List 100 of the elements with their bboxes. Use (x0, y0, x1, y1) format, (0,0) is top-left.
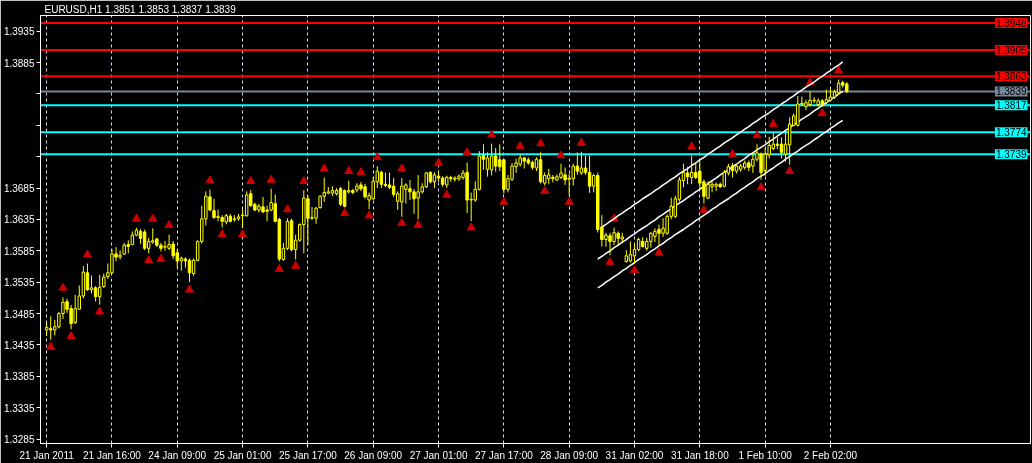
y-tick-label: 1.3385 (3, 371, 35, 383)
candlestick (489, 143, 494, 176)
x-tick-label: 24 Jan 09:00 (148, 449, 207, 461)
ref-line-label: 1.3839 (995, 86, 1027, 98)
point (654, 247, 664, 256)
candlestick (416, 175, 420, 220)
x-tick-label: 27 Jan 17:00 (474, 449, 534, 461)
candlestick (436, 170, 441, 182)
y-tick-label: 1.3535 (3, 277, 35, 289)
candlestick (400, 178, 404, 217)
candlestick (457, 174, 461, 182)
ref-line-label: 1.3817 (995, 100, 1027, 112)
candlestick (453, 176, 457, 182)
ref-line-label: 1.3739 (995, 149, 1027, 161)
candlestick (89, 275, 94, 294)
candlestick (808, 91, 812, 107)
y-tick-label: 1.3635 (3, 214, 35, 226)
candlestick (551, 175, 555, 183)
candlestick (608, 232, 612, 256)
y-tick-label: 1.3585 (3, 245, 35, 257)
candlestick (306, 195, 310, 246)
point (413, 219, 423, 228)
y-tick-label: 1.3335 (3, 402, 35, 414)
point (752, 130, 762, 139)
y-tick-label: 1.3285 (3, 434, 35, 446)
point (817, 108, 827, 117)
point (699, 204, 709, 213)
ref-line-label: 1.3774 (995, 127, 1027, 139)
candlestick (714, 182, 718, 192)
point (148, 213, 158, 222)
x-tick-label: 26 Jan 09:00 (344, 449, 403, 461)
candlestick (579, 151, 584, 175)
point (266, 174, 276, 183)
y-tick-label: 1.3485 (3, 308, 35, 320)
point (364, 210, 374, 219)
point (434, 157, 444, 166)
y-tick-label: 1.3435 (3, 339, 35, 351)
point (131, 213, 141, 222)
point (540, 186, 550, 195)
candlestick (587, 155, 592, 193)
point (238, 229, 248, 238)
point (768, 118, 778, 127)
candlestick (355, 183, 359, 193)
point (462, 147, 472, 156)
point (46, 341, 56, 350)
point (487, 129, 497, 138)
x-tick-label: 28 Jan 09:00 (540, 449, 599, 461)
candlestick (493, 148, 498, 172)
candlestick (575, 152, 580, 175)
point (727, 149, 737, 157)
chart-title: EURUSD,H1 1.3851 1.3853 1.3837 1.3839 (44, 3, 237, 15)
y-tick-label: 1.3885 (3, 57, 35, 69)
candlestick (653, 228, 657, 242)
point (499, 196, 509, 205)
point (515, 140, 525, 149)
point (397, 218, 407, 227)
x-tick-label: 21 Jan 16:00 (83, 449, 142, 461)
x-tick-label: 27 Jan 01:00 (409, 449, 468, 461)
point (164, 219, 174, 228)
ref-line-label: 1.3948 (995, 18, 1027, 30)
point (58, 282, 68, 291)
candlestick (763, 148, 767, 177)
point (372, 152, 382, 161)
point (82, 249, 92, 258)
candlestick (244, 191, 249, 217)
x-tick-label: 21 Jan 2011 (19, 449, 75, 461)
candlestick (787, 117, 792, 165)
candlestick (159, 242, 163, 252)
point (205, 175, 215, 184)
point (274, 263, 284, 272)
point (605, 257, 615, 265)
point (466, 222, 476, 231)
candlestick (265, 205, 269, 222)
point (319, 163, 329, 172)
x-tick-label: 31 Jan 02:00 (605, 449, 664, 461)
x-tick-label: 25 Jan 01:00 (213, 449, 272, 461)
candlestick (257, 203, 261, 213)
candlestick (216, 209, 220, 222)
point (217, 229, 227, 238)
point (564, 196, 574, 205)
point (282, 204, 292, 213)
y-tick-label: 1.3935 (3, 26, 35, 38)
candlestick (796, 95, 800, 127)
candlestick (404, 183, 408, 204)
point (687, 141, 697, 150)
point (756, 182, 766, 191)
ref-line-label: 1.3905 (995, 45, 1027, 57)
point (340, 208, 350, 216)
candlestick (657, 224, 661, 246)
point (246, 176, 256, 184)
point (299, 176, 309, 184)
ref-line-label: 1.3863 (995, 71, 1027, 83)
x-tick-label: 1 Feb 10:00 (738, 449, 793, 461)
point (185, 284, 195, 293)
point (356, 167, 366, 176)
point (576, 137, 586, 146)
point (556, 150, 566, 159)
candlestick (563, 167, 567, 185)
point (397, 163, 407, 172)
candlestick (212, 198, 216, 219)
